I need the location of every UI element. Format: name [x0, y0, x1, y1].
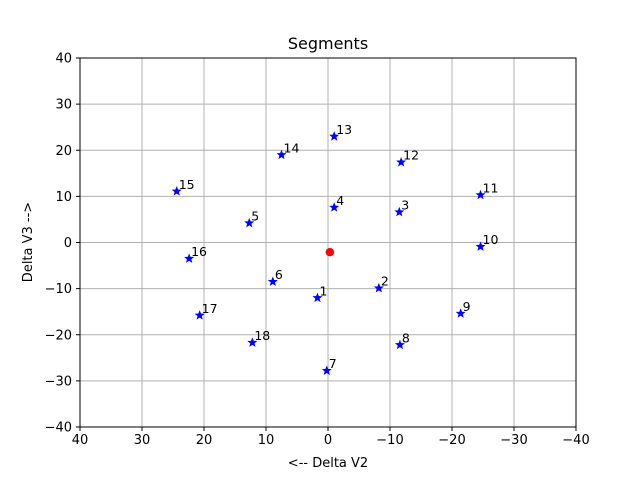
point-label: 10 — [483, 232, 499, 247]
y-tick-label: −20 — [45, 328, 72, 343]
y-tick-label: 40 — [55, 52, 72, 67]
point-label: 18 — [254, 328, 270, 343]
segment-point — [171, 186, 182, 196]
segment-point — [329, 202, 340, 212]
point-label: 12 — [403, 148, 419, 163]
y-tick-label: 10 — [55, 190, 72, 205]
y-tick-label: −30 — [45, 374, 72, 389]
segment-point — [329, 131, 340, 141]
point-label: 8 — [402, 330, 410, 345]
axis-ticks: 40 30 20 10 0 −10 −20 −30 −40403020100−10−20−30−… — [45, 52, 590, 449]
segment-point — [194, 310, 205, 320]
segment-point — [475, 241, 486, 251]
x-axis-label: <-- Delta V2 — [288, 456, 368, 471]
x-tick-label: 10 — [258, 433, 275, 448]
point-label: 9 — [463, 299, 471, 314]
point-label: 3 — [401, 198, 409, 213]
y-tick-label: −10 — [45, 282, 72, 297]
x-tick-label: −20 — [438, 433, 465, 448]
y-axis-label: Delta V3 --> — [21, 202, 36, 282]
segment-point — [475, 189, 486, 200]
point-label: 5 — [251, 209, 259, 224]
y-tick-label: −40 — [45, 421, 72, 436]
point-label: 14 — [284, 140, 300, 155]
segment-point — [276, 149, 287, 160]
x-tick-label: −40 — [562, 433, 589, 448]
point-label: 7 — [329, 356, 337, 371]
x-tick-label: 0 — [324, 433, 332, 448]
segment-point — [394, 339, 405, 350]
segment-point — [321, 365, 332, 375]
segment-point — [396, 157, 407, 167]
point-label: 15 — [179, 177, 195, 192]
y-tick-label: 20 — [55, 144, 72, 159]
segment-point — [455, 308, 466, 318]
x-tick-label: −30 — [500, 433, 527, 448]
point-label: 2 — [381, 274, 389, 289]
chart-title: Segments — [288, 34, 368, 53]
point-label: 11 — [483, 180, 499, 195]
y-tick-label: 0 — [64, 236, 72, 251]
point-label: 13 — [336, 122, 352, 137]
segment-point — [267, 276, 278, 286]
segment-point — [244, 217, 255, 228]
segment-point — [312, 292, 323, 303]
x-tick-label: 30 — [134, 433, 151, 448]
x-tick-label: 40 — [72, 433, 89, 448]
point-label: 6 — [275, 267, 283, 282]
segment-point — [373, 282, 384, 293]
x-tick-label: 20 — [196, 433, 213, 448]
point-label: 1 — [319, 283, 327, 298]
center-point — [325, 247, 335, 257]
point-label: 16 — [191, 244, 207, 259]
point-label: 4 — [336, 193, 344, 208]
y-tick-label: 30 — [55, 98, 72, 113]
x-tick-label: −10 — [376, 433, 403, 448]
point-label: 17 — [202, 301, 218, 316]
segment-point — [184, 253, 195, 263]
segment-point — [394, 206, 405, 217]
segment-point — [247, 337, 258, 347]
